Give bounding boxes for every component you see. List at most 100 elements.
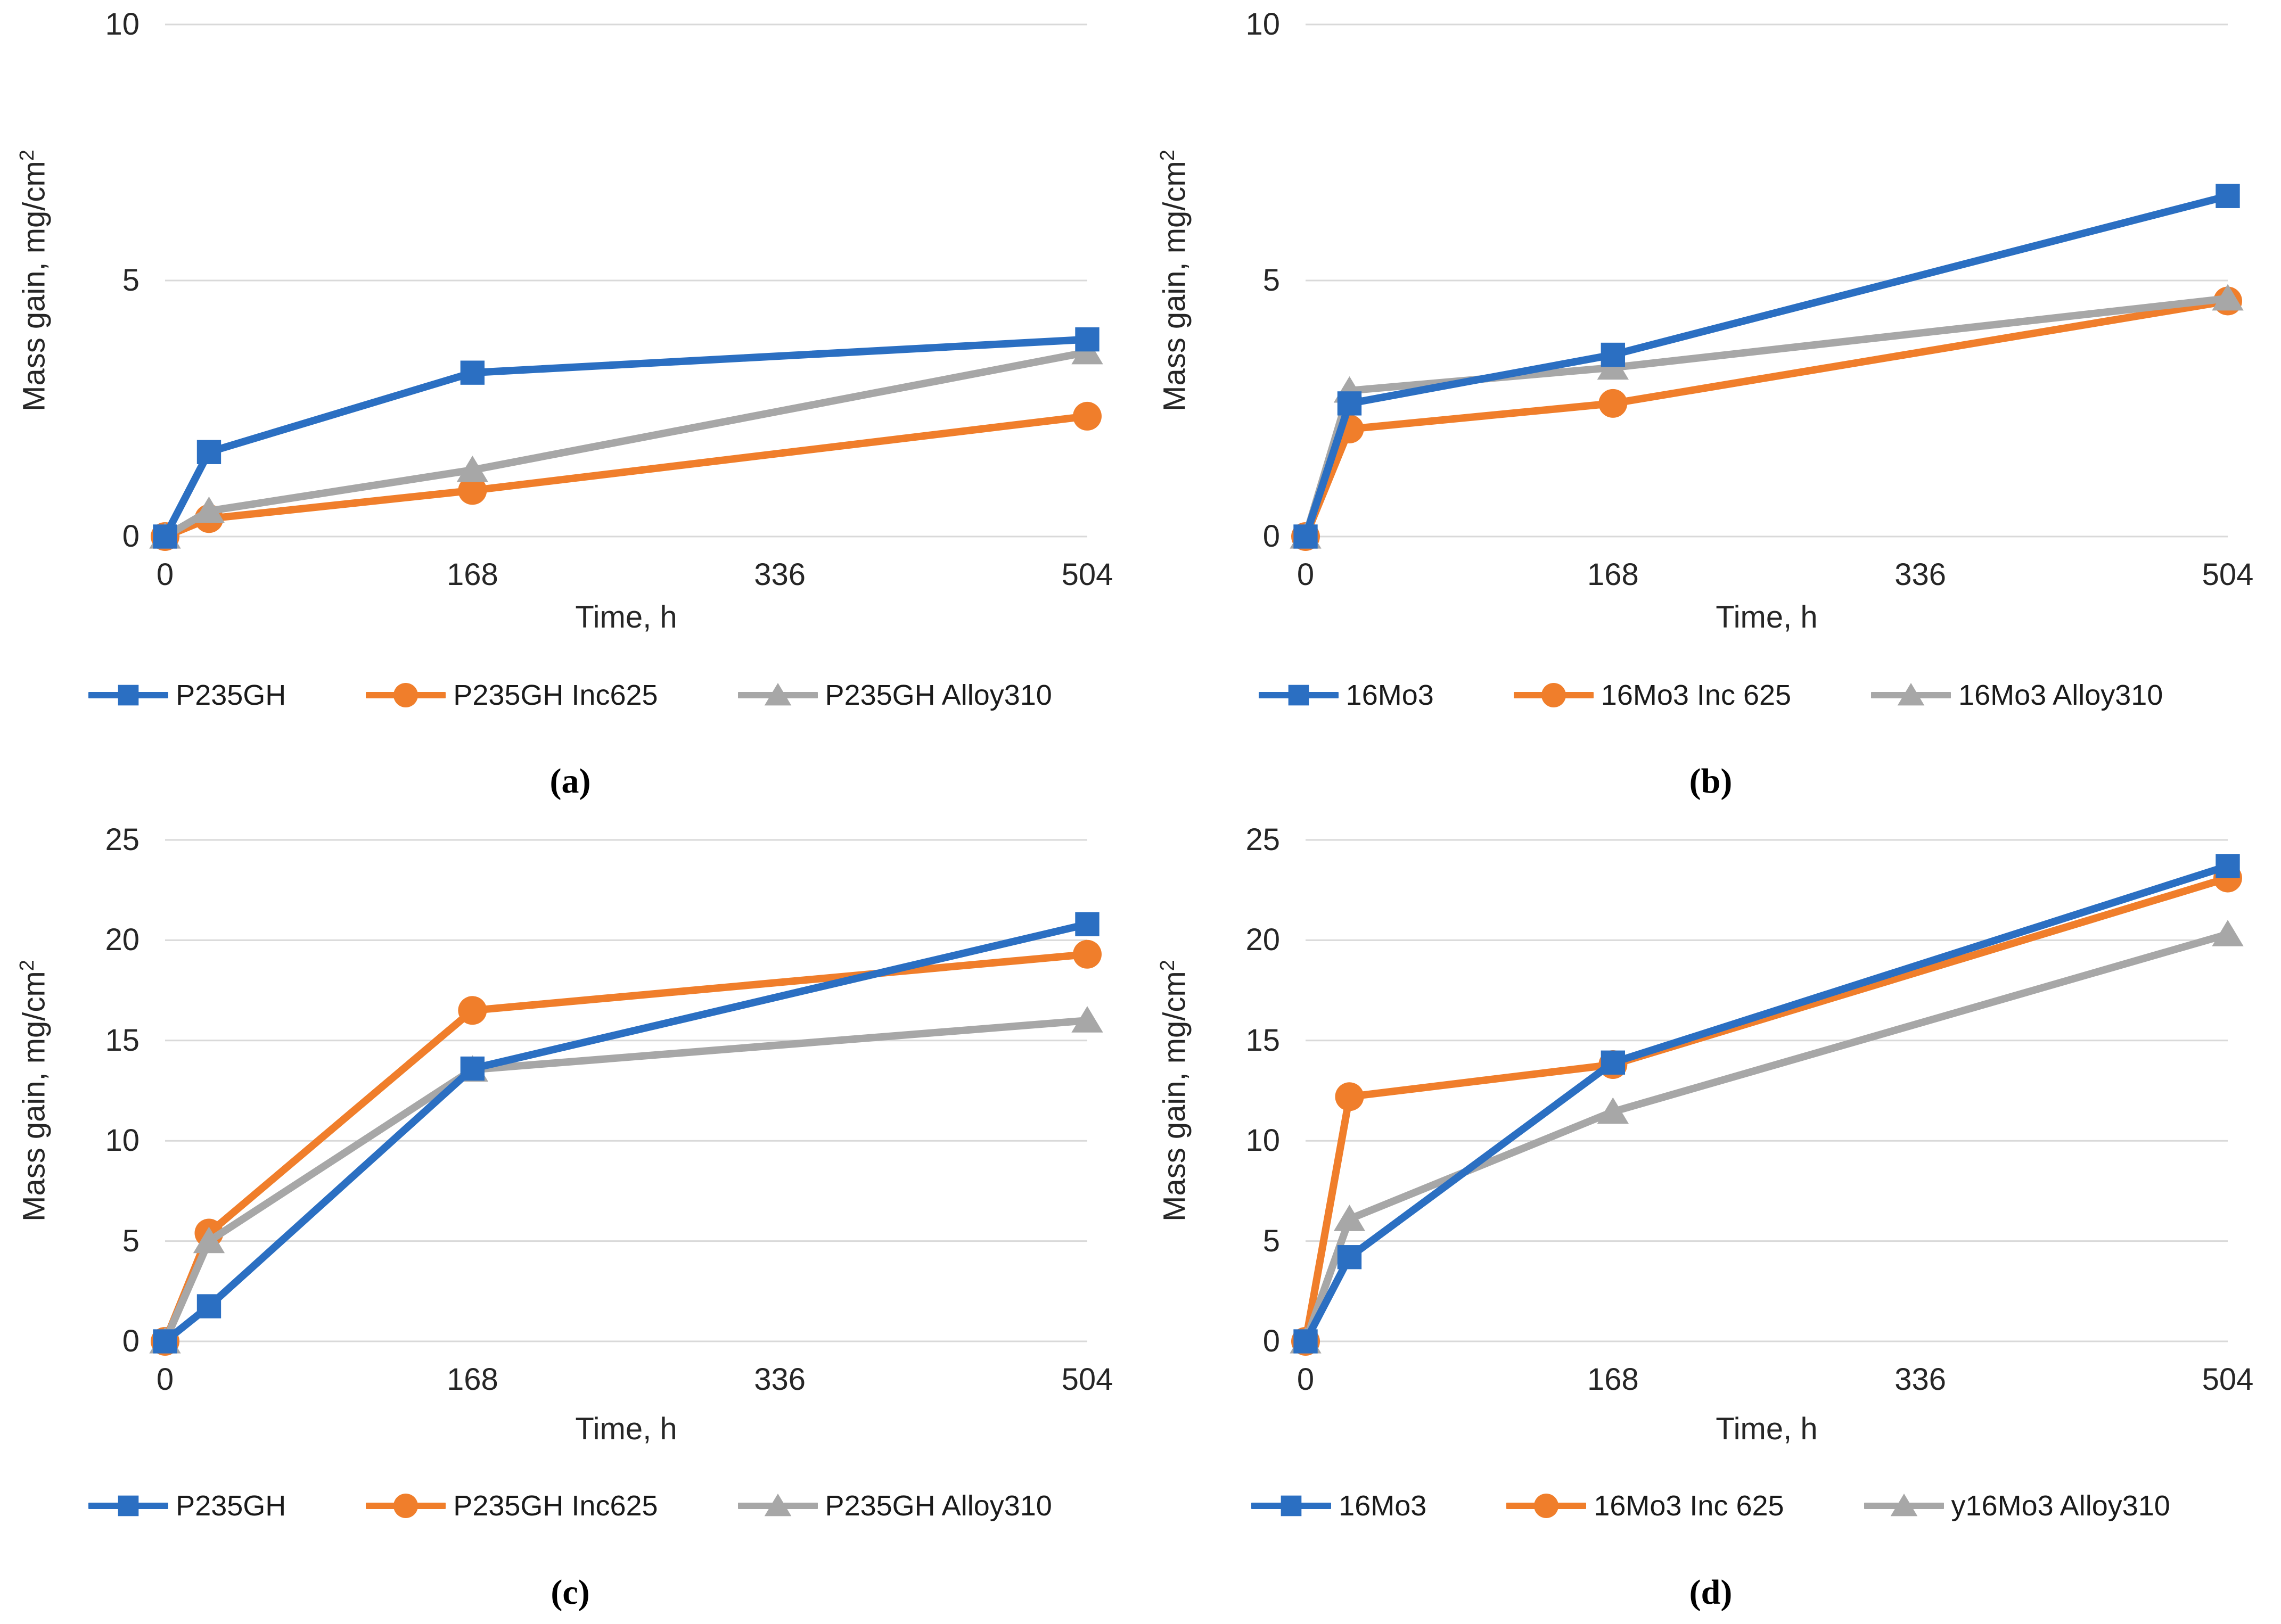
legend-marker	[118, 685, 139, 706]
caption-c: (c)	[551, 1573, 590, 1612]
y-tick-label: 20	[1245, 922, 1280, 958]
legend-item: P235GH Alloy310	[737, 679, 1052, 712]
data-point-marker	[1071, 1006, 1103, 1033]
y-axis-title-superscript: 2	[1156, 150, 1179, 161]
legend-square-marker-icon	[88, 685, 169, 706]
series-line-16Mo3	[1302, 192, 2231, 540]
legend-circle-marker-icon	[1506, 1494, 1587, 1518]
legend-marker	[1288, 685, 1309, 706]
data-point-marker	[460, 1056, 485, 1081]
legend-marker	[764, 1494, 791, 1516]
x-tick-label: 0	[1297, 557, 1315, 592]
legend-square-marker-icon	[1258, 685, 1339, 706]
legend-d: 16Mo3 16Mo3 Inc 625 y16Mo3 Alloy310	[1140, 1489, 2281, 1522]
series-line-P235GH Alloy310	[161, 1017, 1091, 1345]
legend-triangle-marker-icon	[1871, 683, 1951, 706]
data-point-marker	[153, 524, 177, 549]
y-tick-label: 25	[105, 822, 140, 857]
legend-item: P235GH Inc625	[366, 1489, 658, 1522]
legend-square-marker-icon	[1251, 1495, 1332, 1516]
legend-marker	[1534, 1494, 1559, 1518]
legend-label: P235GH	[176, 1490, 286, 1522]
legend-b: 16Mo3 16Mo3 Inc 625 16Mo3 Alloy310	[1140, 679, 2281, 712]
y-axis-title-text: Mass gain, mg/cm	[17, 971, 52, 1222]
y-tick-label: 15	[1245, 1023, 1280, 1058]
legend-triangle-marker-icon	[1864, 1494, 1944, 1516]
legend-marker	[1281, 1495, 1302, 1516]
x-tick-label: 336	[1894, 557, 1947, 592]
y-axis-title: Mass gain, mg/cm2	[9, 840, 51, 1341]
legend-circle-marker-icon	[366, 683, 446, 707]
y-tick-label: 0	[1262, 1324, 1280, 1358]
chart-svg-b	[1290, 23, 2244, 551]
x-axis-title: Time, h	[1716, 1412, 1818, 1446]
y-axis-title: Mass gain, mg/cm2	[1149, 840, 1192, 1341]
data-point-marker	[1073, 939, 1102, 969]
data-point-marker	[1601, 1050, 1626, 1075]
y-tick-label: 10	[105, 7, 140, 42]
y-tick-label: 25	[1245, 822, 1280, 857]
data-point-marker	[458, 476, 487, 505]
panel-d: Mass gain, mg/cm2 Time, h 16Mo3 16Mo3 Inc…	[1140, 809, 2281, 1624]
y-tick-label: 0	[122, 1324, 140, 1358]
data-point-marker	[458, 996, 487, 1025]
data-point-marker	[1333, 1205, 1366, 1231]
legend-label: 16Mo3 Inc 625	[1601, 679, 1792, 711]
legend-triangle-marker-icon	[737, 683, 818, 706]
legend-marker	[393, 683, 419, 707]
y-tick-label: 0	[122, 519, 140, 554]
data-point-marker	[1293, 524, 1318, 549]
x-tick-label: 168	[1587, 1362, 1639, 1397]
y-axis-title-superscript: 2	[16, 960, 38, 971]
y-tick-label: 15	[105, 1023, 140, 1058]
y-tick-label: 20	[105, 922, 140, 958]
data-point-marker	[1597, 1097, 1629, 1124]
legend-item: 16Mo3	[1251, 1489, 1426, 1522]
data-point-marker	[1337, 1245, 1362, 1269]
legend-item: 16Mo3 Inc 625	[1506, 1489, 1784, 1522]
plot-area-b	[1140, 0, 2281, 586]
legend-marker	[393, 1494, 419, 1518]
legend-item: P235GH Inc625	[366, 679, 658, 712]
y-tick-label: 10	[1245, 7, 1280, 42]
chart-svg-c	[149, 839, 1103, 1356]
panel-c: Mass gain, mg/cm2 Time, h P235GH P235GH I…	[0, 809, 1140, 1624]
data-point-marker	[1598, 389, 1628, 418]
series-line-P235GH Alloy310	[161, 348, 1091, 540]
x-tick-label: 0	[156, 1362, 174, 1397]
x-axis-title: Time, h	[1716, 600, 1818, 634]
legend-marker	[1541, 683, 1566, 707]
series-line-16Mo3 Inc 625	[1302, 874, 2231, 1345]
legend-item: y16Mo3 Alloy310	[1864, 1489, 2170, 1522]
x-tick-label: 168	[1587, 557, 1639, 592]
legend-c: P235GH P235GH Inc625 P235GH Alloy310	[0, 1489, 1140, 1522]
x-tick-label: 504	[1061, 1362, 1113, 1397]
data-point-marker	[153, 1329, 177, 1354]
x-tick-label: 0	[156, 557, 174, 592]
legend-label: 16Mo3 Alloy310	[1958, 679, 2163, 711]
caption-d: (d)	[1689, 1573, 1733, 1612]
data-point-marker	[1075, 327, 1100, 352]
legend-label: 16Mo3	[1339, 1490, 1427, 1522]
plot-area-d	[1140, 809, 2281, 1395]
x-tick-label: 504	[2202, 557, 2254, 592]
legend-item: P235GH	[88, 1489, 286, 1522]
data-point-marker	[1075, 912, 1100, 936]
data-point-marker	[193, 1226, 225, 1254]
legend-label: P235GH Inc625	[453, 1490, 658, 1522]
chart-svg-d	[1290, 839, 2244, 1356]
legend-label: 16Mo3	[1345, 679, 1434, 711]
legend-label: P235GH Inc625	[453, 679, 658, 711]
legend-label: P235GH Alloy310	[825, 1490, 1052, 1522]
legend-a: P235GH P235GH Inc625 P235GH Alloy310	[0, 679, 1140, 712]
legend-marker	[1897, 683, 1925, 706]
plot-area-c	[0, 809, 1140, 1395]
caption-b: (b)	[1689, 762, 1733, 801]
x-tick-label: 504	[2202, 1362, 2254, 1397]
x-tick-label: 504	[1061, 557, 1113, 592]
y-tick-label: 10	[105, 1123, 140, 1158]
y-tick-label: 5	[122, 263, 140, 298]
data-point-marker	[1337, 391, 1362, 416]
chart-svg-a	[149, 23, 1103, 551]
y-tick-label: 5	[1262, 263, 1280, 298]
